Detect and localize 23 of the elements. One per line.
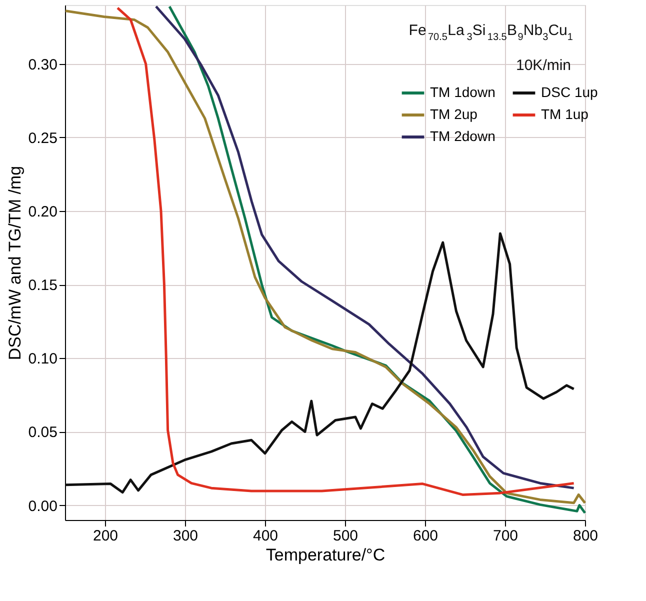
x-axis-title: Temperature/°C — [266, 546, 386, 564]
legend-label: TM 1down — [430, 84, 496, 100]
line-series — [64, 232, 576, 494]
x-tick-label: 200 — [92, 528, 118, 544]
y-tick-label: 0.10 — [28, 350, 58, 368]
legend-label: TM 1up — [541, 106, 589, 122]
annotation: 10K/min — [516, 57, 572, 74]
legend-label: TM 2up — [430, 106, 478, 122]
x-tick-label: 800 — [572, 528, 598, 544]
legend-label: DSC 1up — [541, 84, 598, 100]
y-tick-label: 0.30 — [28, 56, 58, 74]
x-tick-label: 700 — [492, 528, 518, 544]
x-tick-label: 300 — [172, 528, 198, 544]
x-tick-label: 400 — [252, 528, 278, 544]
legend-label: TM 2down — [430, 128, 496, 144]
y-tick-label: 0.25 — [28, 130, 58, 147]
y-tick-label: 0.20 — [28, 204, 58, 220]
y-tick-label: 0.05 — [28, 424, 58, 442]
y-tick-label: 0.00 — [28, 498, 58, 515]
y-axis-title: DSC/mW and TG/TM /mg — [5, 166, 24, 360]
x-tick-label: 600 — [412, 528, 438, 544]
y-tick-label: 0.15 — [28, 277, 58, 294]
x-tick-label: 500 — [332, 528, 358, 544]
